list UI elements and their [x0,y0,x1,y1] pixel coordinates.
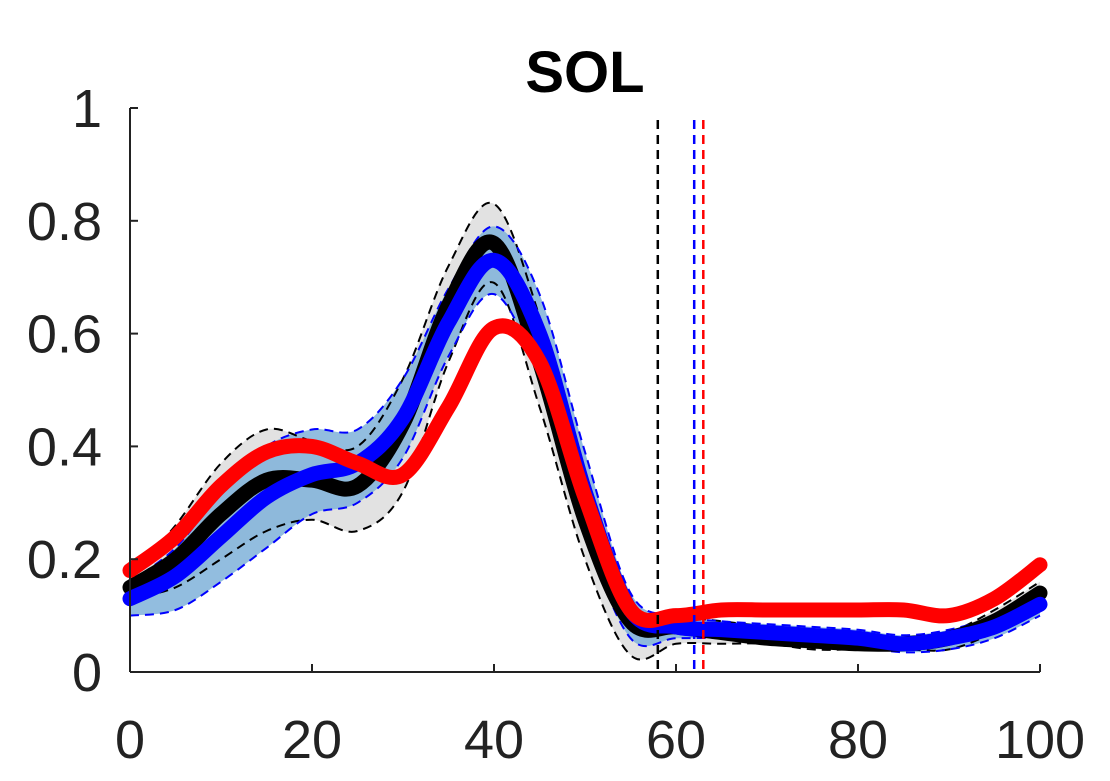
x-tick-label: 100 [995,710,1085,770]
y-tick-label: 1 [72,79,102,139]
sd-bands [130,202,1040,660]
y-tick-label: 0.8 [27,192,102,252]
axes [129,107,1041,673]
x-tick-label: 40 [464,710,524,770]
event-vlines [656,120,705,672]
y-tick-label: 0.2 [27,530,102,590]
y-tick-label: 0.4 [27,417,102,477]
sd-edge-1-band_upper [129,225,1041,637]
series-lines [122,234,1048,652]
x-tick-label: 0 [115,710,145,770]
tick-labels: 0 0.2 0.4 0.6 0.8 1 0 20 40 60 80 100 [27,79,1085,770]
sd-band-0 [130,202,1040,660]
x-tick-label: 20 [282,710,342,770]
x-tick-label: 60 [646,710,706,770]
series-line-2 [122,318,1048,628]
y-tick-label: 0 [72,643,102,703]
chart-title: SOL [525,40,644,105]
x-tick-label: 80 [828,710,888,770]
sd-edge-0-band_upper [129,201,1041,640]
y-tick-label: 0.6 [27,305,102,365]
